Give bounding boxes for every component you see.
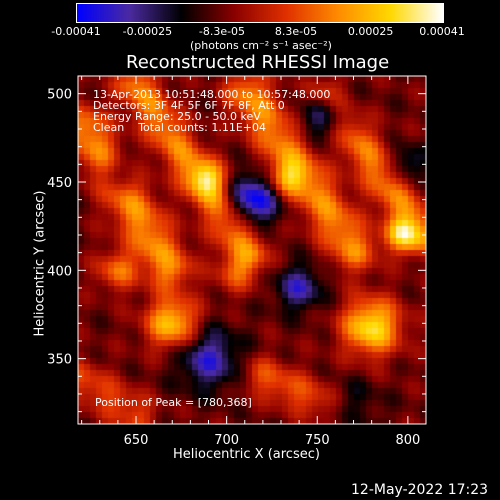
colorbar-units: (photons cm⁻² s⁻¹ asec⁻²)	[190, 39, 332, 52]
colorbar	[76, 3, 444, 23]
x-axis-label: Heliocentric X (arcsec)	[173, 447, 320, 462]
annotation-energy-range: Energy Range: 25.0 - 50.0 keV	[93, 110, 261, 123]
colorbar-tick-label: 0.00025	[347, 25, 394, 38]
y-axis-label: Heliocentric Y (arcsec)	[32, 190, 48, 337]
colorbar-tick-label: 8.3e-05	[274, 25, 318, 38]
y-tick-label: 400	[47, 264, 72, 279]
x-tick-label: 800	[395, 433, 420, 448]
y-tick-label: 450	[47, 176, 72, 191]
chart-title: Reconstructed RHESSI Image	[126, 52, 390, 73]
axis-ticks: 650 700 750 800 350 400 450 500	[47, 75, 427, 448]
annotation-time-range: 13-Apr-2013 10:51:48.000 to 10:57:48.000	[93, 88, 331, 101]
colorbar-tick-label: -0.00041	[51, 25, 101, 38]
annotation-detectors: Detectors: 3F 4F 5F 6F 7F 8F, Att 0	[93, 99, 285, 112]
x-tick-label: 750	[305, 433, 330, 448]
plot-frame	[77, 75, 427, 425]
y-tick-label: 350	[47, 353, 72, 368]
peak-position-label: Position of Peak = [780,368]	[95, 396, 252, 409]
x-tick-label: 650	[124, 433, 149, 448]
colorbar-tick-label: 0.00041	[419, 25, 465, 38]
heatmap-image	[78, 76, 426, 424]
x-tick-label: 700	[214, 433, 239, 448]
annotation-clean-counts: Clean Total counts: 1.11E+04	[93, 121, 267, 134]
colorbar-tick-label: -8.3e-05	[198, 25, 246, 38]
y-tick-label: 500	[47, 88, 72, 103]
footer-timestamp: 12-May-2022 17:23	[351, 482, 489, 498]
colorbar-tick-label: -0.00025	[122, 25, 173, 38]
